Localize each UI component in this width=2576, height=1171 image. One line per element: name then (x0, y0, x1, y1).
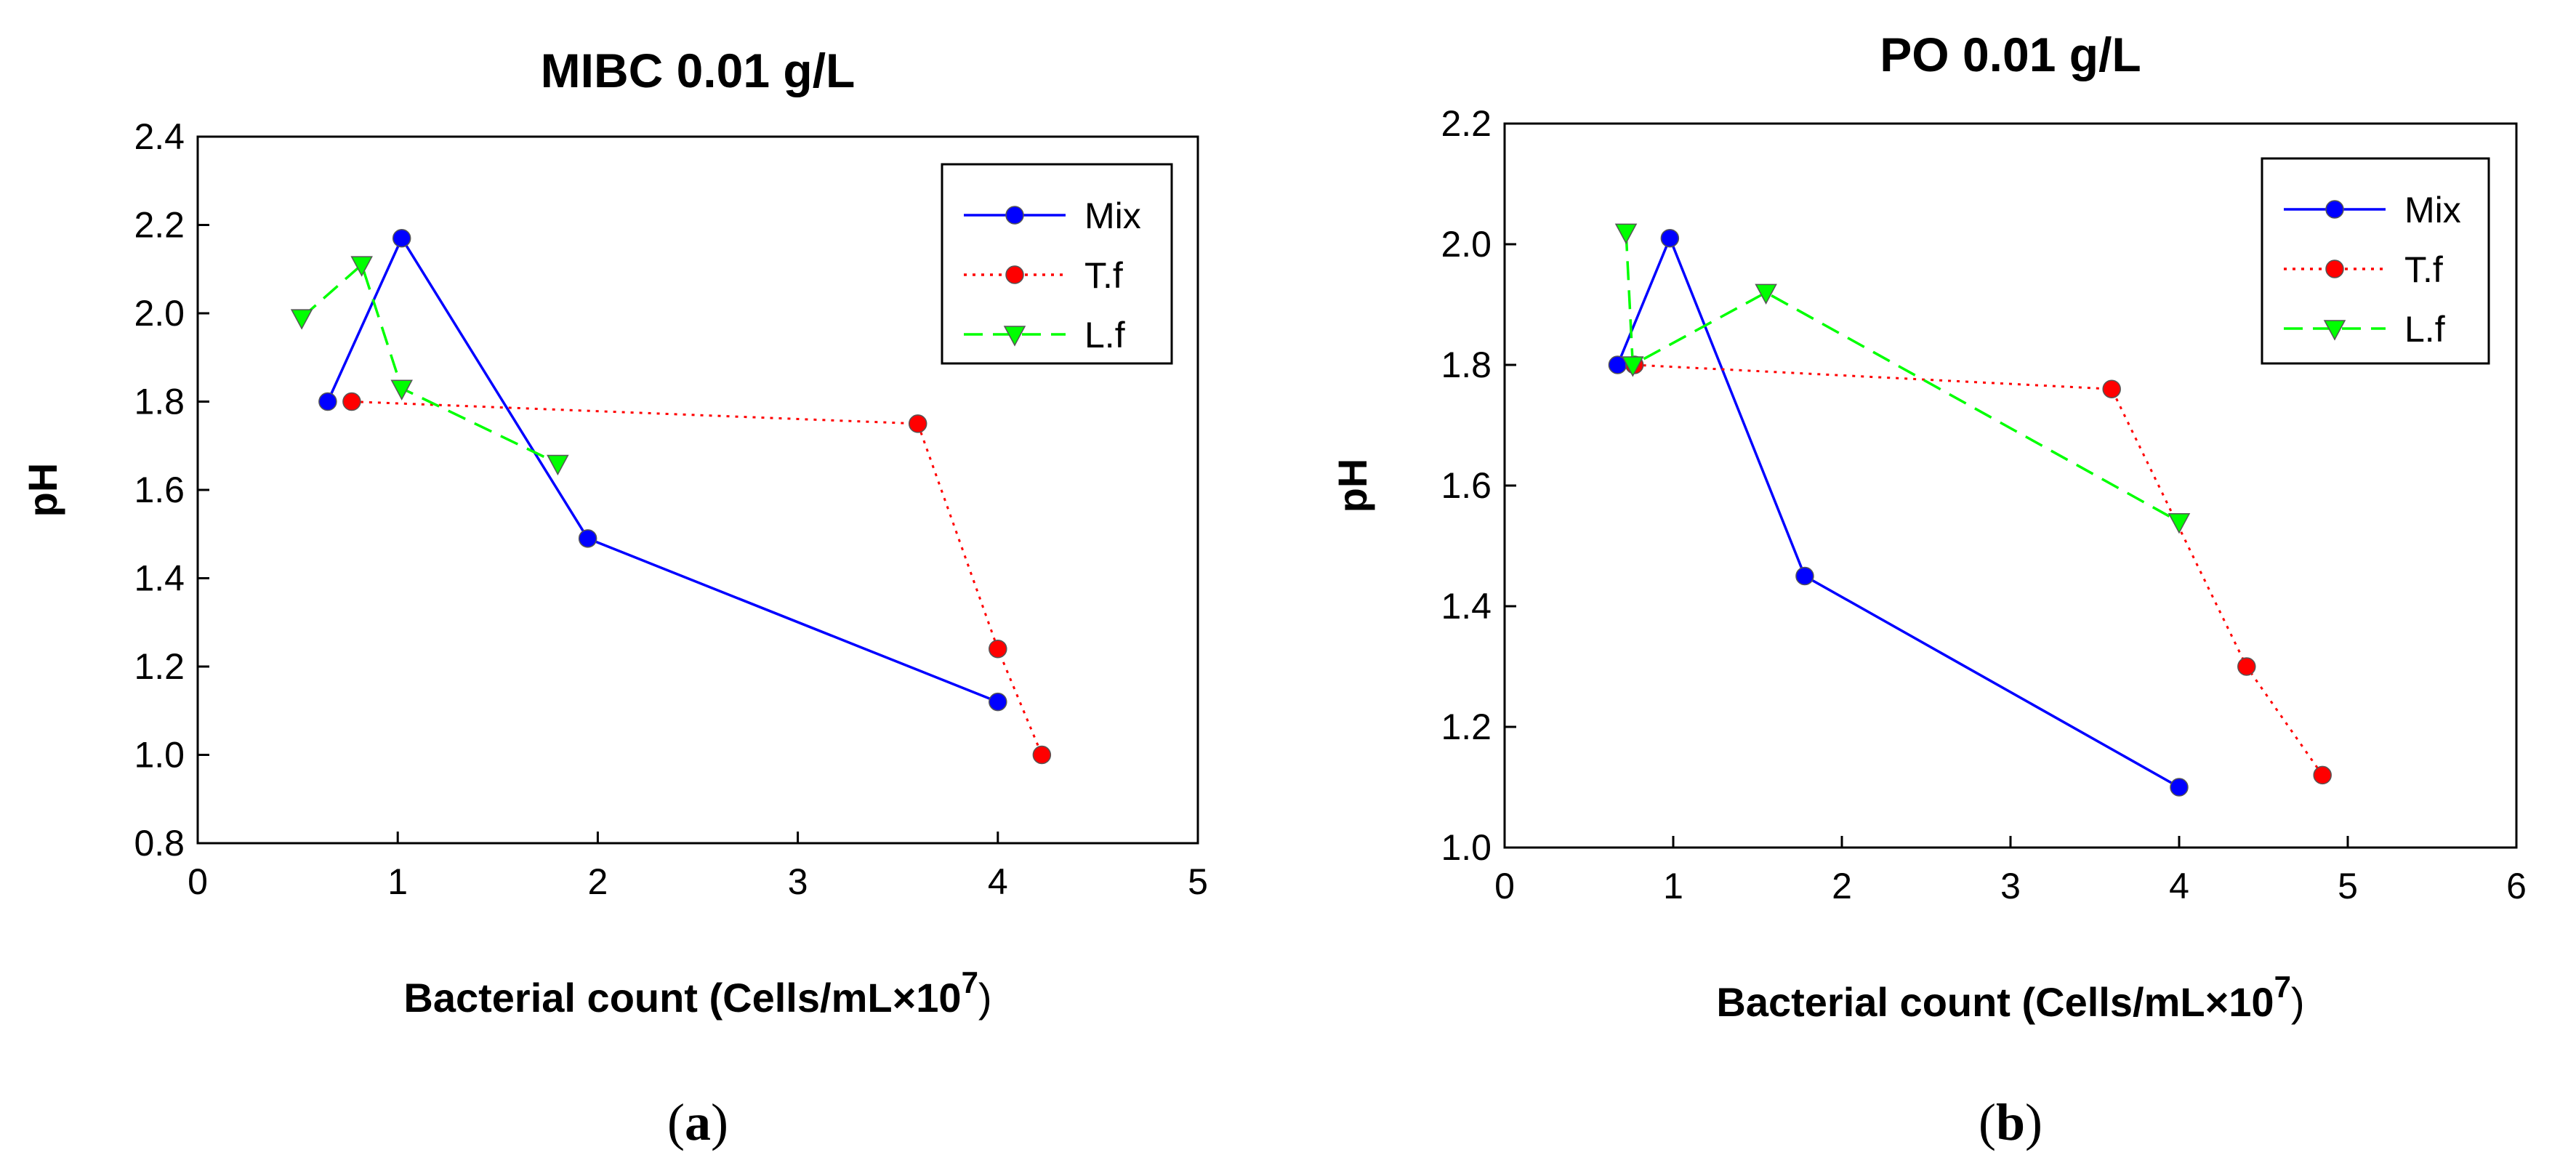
x-tick-label: 3 (2000, 866, 2021, 906)
data-point (342, 392, 361, 411)
y-tick-label: 1.8 (134, 382, 185, 422)
legend-box (941, 163, 1173, 365)
y-tick-label: 1.4 (134, 558, 185, 599)
x-tick-label: 6 (2506, 866, 2527, 906)
x-axis-label-exponent: 7 (2274, 970, 2291, 1004)
legend-label: T.f (1084, 255, 1123, 296)
data-point (1795, 566, 1814, 586)
y-tick-label: 1.6 (1441, 465, 1492, 506)
legend-label: Mix (2404, 190, 2461, 230)
y-tick-label: 2.2 (1441, 103, 1492, 144)
legend-marker (1005, 206, 1024, 225)
x-tick-label: 2 (1832, 866, 1852, 906)
x-tick-label: 2 (587, 861, 608, 902)
chart-title: MIBC 0.01 g/L (541, 44, 856, 97)
panel-caption-close: ) (711, 1093, 728, 1151)
legend-marker (1003, 326, 1026, 347)
legend-label: L.f (2404, 309, 2445, 350)
chart-panel-mibc: MIBC 0.01 g/L 0.8 1.0 1.2 1.4 1.6 1.8 2.0 2.2 2.4… (20, 44, 1208, 1151)
data-point (2313, 765, 2332, 785)
y-tick-label: 1.6 (134, 470, 185, 510)
x-axis-label: Bacterial count (Cells/mL×107) (403, 965, 991, 1021)
data-point (350, 256, 373, 277)
panel-caption-open: ( (1979, 1093, 1996, 1151)
y-tick-label: 1.2 (134, 646, 185, 687)
data-point (908, 414, 927, 433)
data-point (2170, 778, 2189, 797)
y-tick-label: 1.0 (1441, 827, 1492, 868)
y-axis-label: pH (1329, 459, 1375, 513)
y-tick-label: 2.0 (1441, 224, 1492, 265)
series-line-mix (1616, 235, 2180, 789)
data-point (989, 692, 1007, 712)
series-line-tf (351, 401, 1043, 756)
y-tick-label: 1.4 (1441, 586, 1492, 627)
y-tick-label: 2.2 (134, 205, 185, 246)
data-point (1622, 356, 1644, 377)
y-tick-label: 1.2 (1441, 707, 1492, 747)
x-axis-label: Bacterial count (Cells/mL×107) (1716, 970, 2304, 1025)
data-point (578, 529, 597, 548)
x-tick-label: 0 (1494, 866, 1515, 906)
panel-caption-close: ) (2025, 1093, 2042, 1151)
panel-caption-letter: a (685, 1093, 711, 1151)
data-point (318, 392, 337, 411)
data-point (390, 379, 413, 401)
legend-label: Mix (1084, 196, 1141, 236)
x-tick-label: 1 (387, 861, 408, 902)
y-axis-label: pH (20, 463, 65, 518)
x-tick-label: 4 (2169, 866, 2189, 906)
series-line-mix (326, 236, 999, 704)
x-tick-label: 1 (1663, 866, 1683, 906)
y-tick-label: 0.8 (134, 823, 185, 864)
x-tick-label: 0 (188, 861, 208, 902)
panel-caption: (a) (667, 1093, 728, 1151)
data-point (392, 228, 411, 248)
legend-marker (2323, 320, 2346, 341)
x-axis-label-text: Bacterial count (Cells/mL×10 (403, 975, 961, 1021)
legend-marker (2325, 200, 2344, 219)
chart-panel-po: PO 0.01 g/L 1.0 1.2 1.4 1.6 1.8 2.0 2.2 0 1 2 3 4 5 6 B… (1329, 28, 2527, 1151)
data-point (2168, 513, 2191, 534)
panel-caption-letter: b (1996, 1093, 2025, 1151)
data-point (2102, 379, 2121, 398)
legend-marker (1005, 265, 1024, 284)
panel-caption-open: ( (667, 1093, 685, 1151)
x-axis-label-close: ) (978, 975, 992, 1021)
y-tick-label: 1.0 (134, 735, 185, 776)
data-point (290, 309, 313, 330)
panel-caption: (b) (1979, 1093, 2042, 1151)
data-point (1755, 283, 1777, 305)
y-tick-label: 2.4 (134, 116, 185, 157)
data-point (1660, 228, 1680, 248)
data-point (1032, 745, 1052, 765)
x-tick-label: 5 (2338, 866, 2358, 906)
legend-label: L.f (1084, 315, 1125, 355)
x-tick-label: 3 (788, 861, 808, 902)
series-line-lf (300, 262, 559, 465)
series-line-tf (1634, 363, 2324, 776)
y-tick-label: 1.8 (1441, 345, 1492, 385)
legend-marker (2325, 259, 2344, 278)
x-axis-label-exponent: 7 (962, 965, 978, 999)
legend-label: T.f (2404, 249, 2443, 290)
data-point (989, 639, 1007, 659)
data-point (1614, 223, 1638, 244)
series-line-lf (1625, 232, 2180, 523)
x-axis-label-text: Bacterial count (Cells/mL×10 (1716, 979, 2274, 1025)
x-tick-label: 5 (1188, 861, 1208, 902)
data-point (547, 454, 569, 476)
x-axis-label-close: ) (2291, 979, 2305, 1025)
y-tick-label: 2.0 (134, 293, 185, 334)
data-point (2237, 657, 2256, 676)
chart-title: PO 0.01 g/L (1880, 28, 2141, 81)
x-tick-label: 4 (988, 861, 1008, 902)
